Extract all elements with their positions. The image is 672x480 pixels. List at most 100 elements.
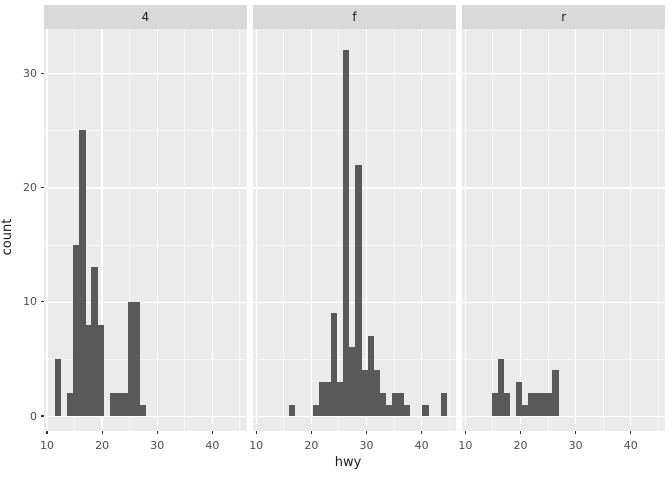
- facet-strip: r: [462, 5, 666, 29]
- facet-strip: f: [253, 5, 456, 29]
- gridline-minor-y: [44, 244, 247, 246]
- facet-strip-label: f: [352, 10, 357, 24]
- gridline-major-x: [211, 29, 214, 431]
- histogram-bar: [318, 381, 326, 416]
- gridline-minor-x: [492, 29, 494, 431]
- histogram-bar: [367, 335, 374, 416]
- facet-panel: [462, 29, 666, 431]
- histogram-bar: [361, 370, 368, 416]
- histogram-bar: [73, 244, 80, 416]
- y-tick-mark: [40, 301, 44, 303]
- x-tick-label: 20: [513, 439, 528, 452]
- gridline-major-x: [255, 29, 257, 431]
- histogram-bar: [331, 313, 338, 416]
- x-tick-label: 30: [359, 439, 374, 452]
- gridline-major-y: [462, 301, 666, 303]
- x-tick-mark: [211, 431, 213, 434]
- y-tick-mark: [40, 186, 44, 188]
- gridline-major-x: [420, 29, 423, 431]
- y-tick-mark: [40, 415, 44, 417]
- gridline-minor-y: [253, 130, 456, 132]
- x-tick-label: 10: [458, 439, 473, 452]
- x-tick-label: 10: [249, 439, 264, 452]
- gridline-major-y: [462, 73, 666, 75]
- gridline-minor-x: [338, 29, 340, 431]
- gridline-minor-x: [547, 29, 549, 431]
- histogram-bar: [337, 381, 344, 416]
- histogram-bar: [97, 324, 104, 416]
- histogram-bar: [355, 164, 362, 416]
- histogram-bar: [140, 404, 147, 416]
- gridline-minor-x: [602, 29, 604, 431]
- histogram-bar: [343, 50, 350, 416]
- x-tick-mark: [255, 431, 257, 434]
- histogram-bar: [546, 393, 553, 416]
- facet-panel: [253, 29, 456, 431]
- x-tick-mark: [46, 431, 48, 434]
- x-tick-label: 10: [40, 439, 54, 452]
- gridline-major-y: [253, 301, 456, 303]
- histogram-bar: [404, 404, 411, 416]
- histogram-bar: [121, 393, 129, 416]
- histogram-bar: [552, 370, 559, 416]
- histogram-bar: [85, 324, 92, 416]
- gridline-major-y: [44, 187, 247, 189]
- histogram-bar: [54, 358, 62, 416]
- gridline-minor-x: [448, 29, 450, 431]
- histogram-bar: [491, 393, 498, 416]
- gridline-minor-y: [462, 244, 666, 246]
- histogram-bar: [379, 393, 386, 416]
- gridline-major-y: [462, 187, 666, 189]
- y-tick-label: 10: [23, 295, 37, 309]
- gridline-minor-x: [74, 29, 76, 431]
- histogram-bar: [325, 381, 332, 416]
- histogram-bar: [134, 301, 141, 416]
- x-tick-mark: [101, 431, 103, 434]
- gridline-minor-x: [283, 29, 285, 431]
- gridline-major-x: [310, 29, 312, 431]
- gridline-major-x: [156, 29, 158, 431]
- y-tick-label: 30: [23, 66, 37, 80]
- histogram-bar: [503, 393, 510, 416]
- facet-strip: 4: [44, 5, 247, 29]
- gridline-minor-x: [184, 29, 186, 431]
- x-tick-label: 30: [150, 439, 165, 452]
- gridline-major-x: [464, 29, 467, 431]
- x-tick-mark: [575, 431, 577, 434]
- x-tick-mark: [365, 431, 368, 434]
- histogram-bar: [497, 358, 504, 416]
- facet-strip-label: 4: [141, 10, 150, 24]
- histogram-bar: [115, 393, 123, 416]
- histogram-bar: [79, 130, 86, 416]
- x-tick-label: 40: [623, 439, 638, 452]
- histogram-bar: [312, 404, 320, 416]
- gridline-major-y: [253, 73, 456, 75]
- histogram-bar: [373, 370, 380, 416]
- gridline-minor-y: [253, 244, 456, 246]
- gridline-minor-x: [129, 29, 131, 431]
- gridline-major-x: [575, 29, 577, 431]
- histogram-bar: [522, 404, 529, 416]
- gridline-major-y: [462, 416, 666, 418]
- gridline-minor-y: [44, 130, 247, 132]
- x-tick-label: 40: [414, 439, 429, 452]
- histogram-bar: [534, 393, 541, 416]
- facet-panel: [44, 29, 247, 431]
- gridline-minor-y: [462, 130, 666, 132]
- x-tick-mark: [310, 431, 312, 434]
- gridline-major-x: [101, 29, 103, 431]
- x-tick-mark: [156, 431, 158, 434]
- x-tick-mark: [630, 431, 632, 434]
- x-tick-label: 20: [95, 439, 110, 452]
- y-tick-label: 20: [23, 180, 37, 194]
- x-tick-label: 40: [205, 439, 220, 452]
- x-tick-label: 20: [304, 439, 319, 452]
- histogram-bar: [91, 267, 98, 416]
- histogram-bar: [385, 404, 393, 416]
- histogram-bar: [67, 393, 74, 416]
- gridline-minor-x: [239, 29, 241, 431]
- gridline-major-x: [630, 29, 632, 431]
- histogram-bar: [349, 347, 356, 416]
- x-tick-label: 30: [568, 439, 583, 452]
